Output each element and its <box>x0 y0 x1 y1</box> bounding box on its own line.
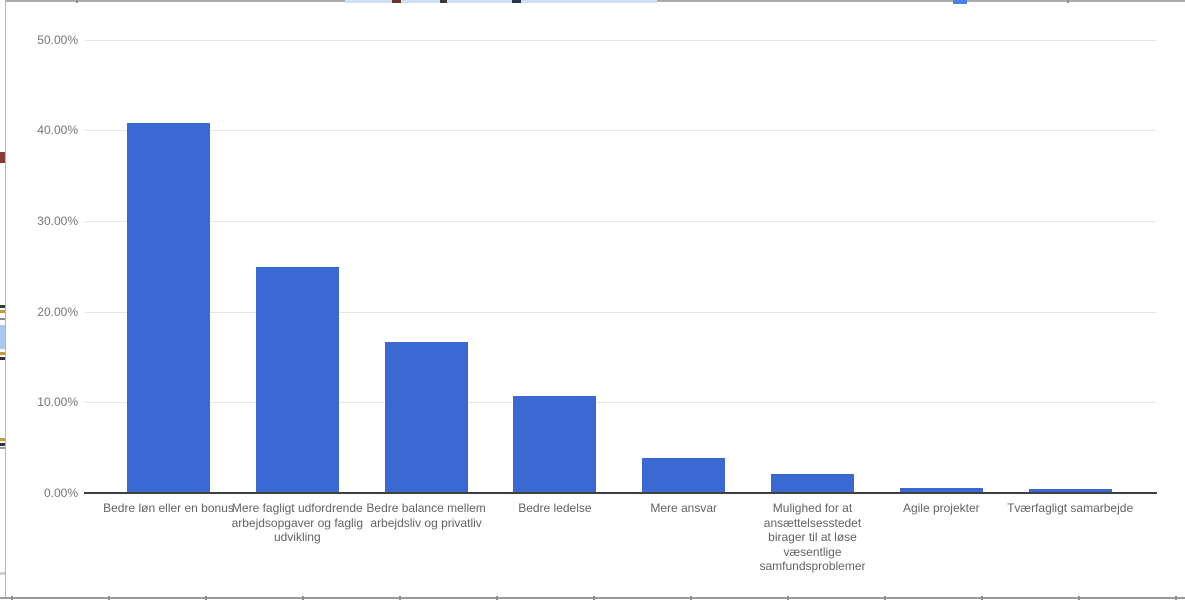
left-edge-fragment <box>0 447 5 449</box>
bottom-edge-tick <box>1175 596 1177 600</box>
bar-2[interactable] <box>255 267 339 492</box>
left-edge-fragment <box>0 443 5 446</box>
gridline <box>85 39 1157 41</box>
bottom-edge-tick <box>787 596 789 600</box>
x-axis-category-label: Mulighed for at ansættelsesstedet birage… <box>759 501 866 573</box>
y-axis-tick-label: 0.00% <box>43 486 78 500</box>
x-axis-category-label: Mere fagligt udfordrende arbejdsopgaver … <box>231 501 364 544</box>
bottom-edge-tick <box>302 596 304 600</box>
x-axis-category-label: Bedre balance mellem arbejdsliv og priva… <box>366 501 486 530</box>
top-edge-fragment <box>440 0 447 3</box>
left-frame-border <box>5 0 6 598</box>
left-edge-fragment <box>0 152 5 163</box>
bar-3[interactable] <box>384 342 468 492</box>
left-edge-fragment <box>0 352 5 355</box>
left-edge-fragment <box>0 572 5 575</box>
gridline <box>85 402 1157 404</box>
top-edge-fragment <box>953 0 967 4</box>
x-axis-category-label: Bedre løn eller en bonus <box>103 501 234 515</box>
bottom-edge-tick <box>884 596 886 600</box>
bar-1[interactable] <box>127 123 210 492</box>
bar-8[interactable] <box>1028 489 1112 492</box>
bottom-edge-tick <box>1078 596 1080 600</box>
left-edge-fragment <box>0 310 5 313</box>
bottom-edge-tick <box>496 596 498 600</box>
gridline <box>85 130 1157 132</box>
top-edge-tick <box>76 0 78 3</box>
top-edge-fragment <box>345 0 657 3</box>
x-axis-line <box>84 492 1157 494</box>
bottom-edge-tick <box>593 596 595 600</box>
y-axis-tick-label: 10.00% <box>37 395 78 410</box>
x-axis-category-label: Agile projekter <box>902 501 980 515</box>
y-axis-tick-label: 20.00% <box>37 304 78 319</box>
bar-4[interactable] <box>513 395 597 492</box>
x-axis-category-label: Mere ansvar <box>650 501 718 515</box>
x-axis-category-label: Bedre ledelse <box>518 501 592 515</box>
bottom-edge-tick <box>981 596 983 600</box>
x-axis-category-label: Tværfagligt samarbejde <box>1007 501 1134 515</box>
bar-7[interactable] <box>899 488 983 492</box>
bottom-edge-tick <box>690 596 692 600</box>
top-edge-fragment <box>392 0 401 3</box>
top-edge-tick <box>1067 0 1069 3</box>
bottom-frame-border <box>0 597 1185 599</box>
gridline <box>85 221 1157 223</box>
left-edge-fragment <box>0 325 5 349</box>
y-axis-tick-label: 30.00% <box>37 214 78 229</box>
y-axis-tick-label: 50.00% <box>37 32 78 47</box>
bar-5[interactable] <box>642 458 726 492</box>
bottom-edge-tick <box>205 596 207 600</box>
bottom-edge-tick <box>108 596 110 600</box>
bottom-edge-tick <box>399 596 401 600</box>
bottom-edge-tick <box>11 596 13 600</box>
y-axis-tick-label: 40.00% <box>37 123 78 138</box>
top-edge-fragment <box>512 0 521 3</box>
left-edge-fragment <box>0 305 5 308</box>
bar-6[interactable] <box>771 473 854 492</box>
left-edge-fragment <box>0 438 5 441</box>
left-edge-fragment <box>0 318 5 320</box>
gridline <box>85 311 1157 313</box>
left-edge-fragment <box>0 357 5 360</box>
